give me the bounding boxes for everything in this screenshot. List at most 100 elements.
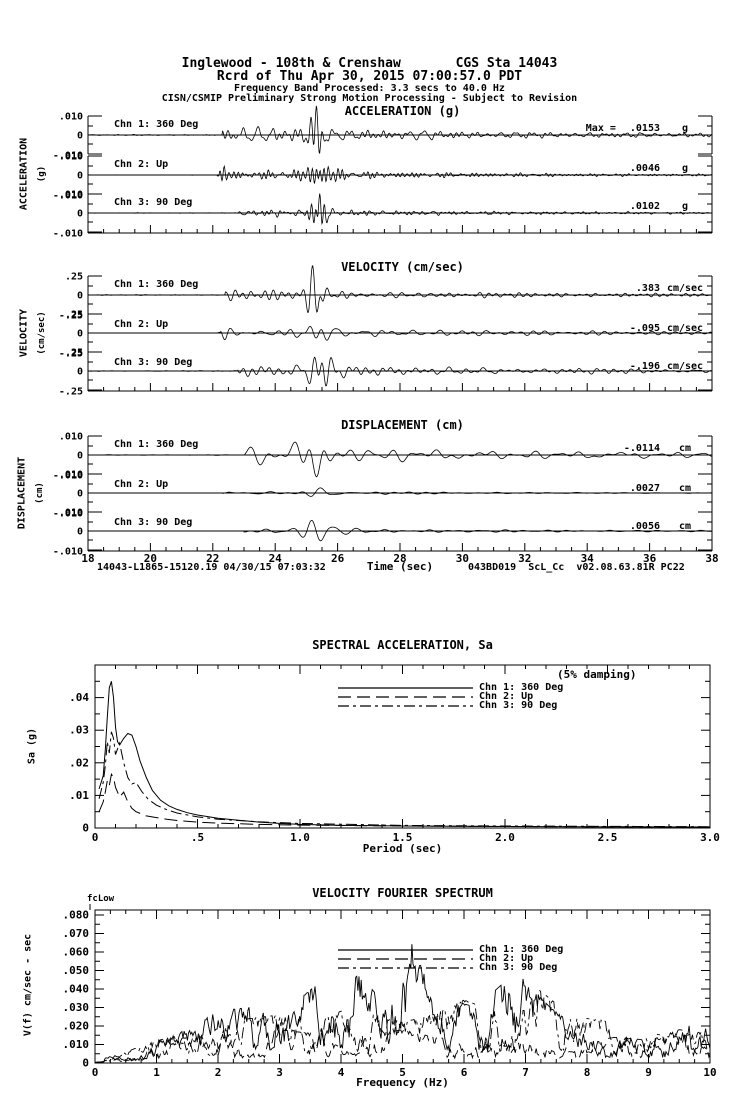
header-line-2: Rcrd of Thu Apr 30, 2015 07:00:57.0 PDT (216, 69, 523, 84)
peak-unit: g (681, 201, 689, 212)
channel-label: Chn 1: 360 Deg (114, 279, 199, 290)
svg-text:.25: .25 (65, 310, 83, 321)
svg-text:-.010: -.010 (53, 547, 83, 558)
fourier-axis-label: V(f) cm/sec - sec (22, 933, 34, 1037)
peak-value: -.0114 (623, 443, 660, 454)
legend-entry: Chn 2: Up (479, 691, 534, 702)
svg-text:.010: .010 (59, 432, 83, 443)
peak-value-row: -.095 cm/sec (430, 323, 710, 334)
svg-text:0: 0 (77, 291, 83, 302)
svg-text:.010: .010 (59, 112, 83, 123)
peak-value-row: .0046 g (430, 163, 710, 174)
svg-text:1: 1 (153, 1066, 160, 1079)
svg-text:.02: .02 (69, 756, 89, 769)
svg-text:.010: .010 (59, 508, 83, 519)
acceleration-axis-unit: (g) (37, 165, 47, 183)
svg-text:-.25: -.25 (59, 349, 83, 360)
svg-text:0: 0 (77, 489, 83, 500)
svg-text:.070: .070 (63, 927, 90, 940)
displacement-title: DISPLACEMENT (cm) (341, 418, 464, 432)
peak-value: .0056 (629, 521, 660, 532)
svg-text:30: 30 (456, 552, 469, 565)
velocity-title: VELOCITY (cm/sec) (341, 260, 464, 274)
svg-text:0: 0 (77, 451, 83, 462)
spectral-acceleration-title: SPECTRAL ACCELERATION, Sa (312, 638, 493, 652)
svg-text:36: 36 (643, 552, 657, 565)
svg-text:5: 5 (399, 1066, 406, 1079)
velocity-axis-label: VELOCITY (18, 308, 30, 358)
legend-entry: Chn 1: 360 Deg (479, 682, 564, 693)
header-line-1: Inglewood - 108th & Crenshaw CGS Sta 140… (181, 56, 558, 71)
channel-label: Chn 2: Up (114, 159, 169, 170)
svg-text:34: 34 (581, 552, 595, 565)
peak-value-row: Max = .0153 g (430, 123, 710, 134)
svg-text:4: 4 (338, 1066, 345, 1079)
svg-text:0: 0 (77, 209, 83, 220)
peak-value: .0046 (629, 163, 660, 174)
svg-text:3: 3 (276, 1066, 283, 1079)
svg-text:8: 8 (584, 1066, 591, 1079)
svg-text:38: 38 (705, 552, 718, 565)
period-axis-label: Period (sec) (362, 842, 443, 855)
peak-value: .0153 (629, 123, 660, 134)
svg-text:.04: .04 (69, 691, 89, 704)
svg-text:24: 24 (269, 552, 283, 565)
peak-unit: g (681, 163, 689, 174)
svg-text:0: 0 (77, 171, 83, 182)
svg-text:-.010: -.010 (53, 471, 83, 482)
svg-text:0: 0 (77, 131, 83, 142)
svg-text:.5: .5 (191, 831, 204, 844)
svg-text:.010: .010 (59, 470, 83, 481)
svg-text:-.010: -.010 (53, 509, 83, 520)
frequency-axis-label: Frequency (Hz) (356, 1076, 449, 1089)
svg-text:20: 20 (144, 552, 157, 565)
acceleration-axis-label: ACCELERATION (18, 137, 30, 211)
peak-value: .0027 (629, 483, 660, 494)
svg-text:9: 9 (645, 1066, 652, 1079)
channel-label: Chn 3: 90 Deg (114, 197, 193, 208)
svg-text:.080: .080 (63, 908, 90, 921)
svg-text:.050: .050 (63, 964, 90, 977)
damping-annotation: (5% damping) (557, 668, 637, 681)
svg-text:-.25: -.25 (59, 311, 83, 322)
legend-entry: Chn 3: 90 Deg (479, 962, 558, 973)
peak-value-row: .0027 cm (430, 483, 710, 494)
displacement-axis-label: DISPLACEMENT (16, 456, 28, 530)
peak-value: .0102 (629, 201, 660, 212)
svg-text:1.0: 1.0 (290, 831, 310, 844)
channel-label: Chn 2: Up (114, 319, 169, 330)
peak-unit: cm/sec (666, 361, 704, 372)
svg-text:.060: .060 (63, 945, 90, 958)
svg-text:0: 0 (92, 831, 99, 844)
peak-unit: cm (678, 521, 692, 532)
svg-text:2.0: 2.0 (495, 831, 515, 844)
svg-text:18: 18 (81, 552, 94, 565)
channel-label: Chn 1: 360 Deg (114, 119, 199, 130)
svg-text:0: 0 (82, 822, 89, 835)
svg-text:-.010: -.010 (53, 191, 83, 202)
velocity-axis-unit: (cm/sec) (37, 311, 47, 355)
svg-text:.040: .040 (63, 982, 90, 995)
peak-unit: cm/sec (666, 323, 704, 334)
svg-text:.030: .030 (63, 1001, 90, 1014)
peak-value: -.095 (629, 323, 660, 334)
header-line-3: Frequency Band Processed: 3.3 secs to 40… (234, 83, 505, 94)
svg-text:26: 26 (331, 552, 345, 565)
svg-text:-.25: -.25 (59, 387, 83, 398)
peak-unit: cm (678, 483, 692, 494)
svg-text:.01: .01 (69, 789, 89, 802)
svg-text:7: 7 (522, 1066, 529, 1079)
svg-text:.25: .25 (65, 348, 83, 359)
fourier-spectrum-title: VELOCITY FOURIER SPECTRUM (312, 886, 493, 900)
svg-text:.010: .010 (63, 1038, 90, 1051)
legend-entry: Chn 3: 90 Deg (479, 700, 558, 711)
peak-value-row: .0102 g (430, 201, 710, 212)
svg-text:3.0: 3.0 (700, 831, 720, 844)
svg-text:6: 6 (461, 1066, 468, 1079)
svg-text:22: 22 (206, 552, 219, 565)
svg-text:0: 0 (77, 329, 83, 340)
channel-label: Chn 3: 90 Deg (114, 357, 193, 368)
sa-axis-label: Sa (g) (26, 727, 38, 765)
